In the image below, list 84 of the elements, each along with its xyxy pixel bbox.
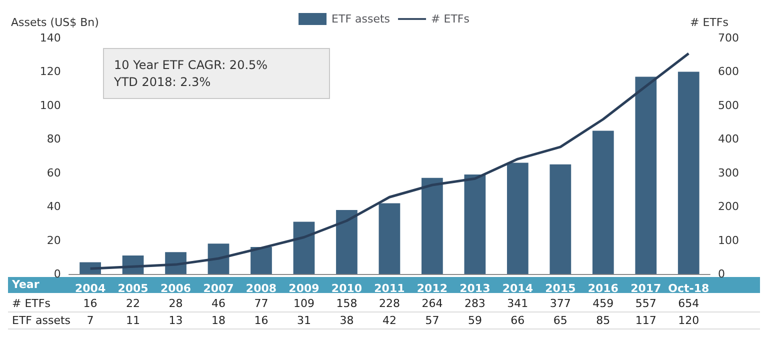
data-label: 158 bbox=[336, 297, 358, 310]
y-tick-label: 0 bbox=[54, 268, 61, 280]
x-tick-label: 2012 bbox=[416, 282, 448, 295]
x-tick-label: 2009 bbox=[288, 282, 320, 295]
y2-axis-title: # ETFs bbox=[690, 16, 729, 29]
x-tick-label: 2008 bbox=[246, 282, 277, 295]
data-label: 117 bbox=[635, 314, 656, 327]
y-tick-label: 60 bbox=[46, 166, 61, 180]
note-box: 10 Year ETF CAGR: 20.5% YTD 2018: 2.3% bbox=[103, 48, 330, 99]
bar bbox=[293, 222, 315, 274]
bar bbox=[378, 203, 400, 274]
y2-tick-label: 500 bbox=[718, 98, 739, 112]
x-tick-label: Oct-18 bbox=[668, 282, 710, 295]
data-label: 16 bbox=[83, 297, 98, 310]
data-label: 11 bbox=[126, 314, 140, 327]
x-tick-label: 2016 bbox=[588, 282, 619, 295]
data-label: 7 bbox=[86, 314, 94, 327]
bar bbox=[550, 164, 572, 274]
y-tick-label: 140 bbox=[40, 32, 61, 44]
y-tick-label: 20 bbox=[46, 234, 61, 247]
bar bbox=[336, 210, 358, 274]
x-tick-label: 2011 bbox=[374, 282, 405, 295]
data-label: 66 bbox=[510, 314, 525, 327]
y2-tick-label: 700 bbox=[718, 32, 739, 44]
data-label: 18 bbox=[212, 314, 226, 327]
x-tick-label: 2017 bbox=[630, 282, 662, 295]
data-label: 228 bbox=[378, 297, 400, 310]
y-tick-label: 100 bbox=[40, 98, 61, 112]
x-tick-label: 2006 bbox=[160, 282, 192, 295]
legend-label: # ETFs bbox=[431, 12, 470, 26]
x-tick-label: 2013 bbox=[460, 282, 490, 295]
y2-tick-label: 600 bbox=[718, 65, 739, 78]
data-label: 22 bbox=[126, 297, 140, 310]
x-axis-title: Year bbox=[11, 278, 40, 291]
y2-tick-label: 400 bbox=[718, 132, 739, 146]
bar bbox=[635, 76, 657, 274]
bar bbox=[592, 130, 614, 274]
y-tick-label: 80 bbox=[46, 132, 61, 146]
bar bbox=[208, 244, 230, 274]
data-label: 13 bbox=[168, 314, 183, 327]
data-label: 46 bbox=[212, 297, 226, 310]
legend-label: ETF assets bbox=[332, 12, 390, 26]
data-label: 57 bbox=[425, 314, 440, 327]
bar bbox=[422, 178, 443, 274]
y-axis-title: Assets (US$ Bn) bbox=[10, 16, 99, 29]
data-label: 16 bbox=[254, 314, 268, 327]
annotation: 10 Year ETF CAGR: 20.5% bbox=[114, 58, 269, 72]
x-tick-label: 2007 bbox=[203, 282, 234, 295]
line-series bbox=[89, 52, 690, 270]
y-tick-label: 40 bbox=[46, 200, 61, 214]
y2-tick-label: 100 bbox=[718, 234, 739, 247]
y2-tick-label: 300 bbox=[718, 166, 739, 180]
data-label: 654 bbox=[678, 297, 700, 310]
data-label: 109 bbox=[293, 297, 314, 310]
data-label: 28 bbox=[168, 297, 183, 310]
x-tick-label: 2014 bbox=[502, 282, 534, 295]
data-label: 38 bbox=[340, 314, 354, 327]
x-tick-label: 2015 bbox=[545, 282, 576, 295]
data-label: 377 bbox=[550, 297, 571, 310]
bar bbox=[506, 162, 528, 274]
data-label: 85 bbox=[596, 314, 610, 327]
bar bbox=[678, 72, 700, 274]
data-label: 31 bbox=[296, 314, 311, 327]
y2-tick-label: 200 bbox=[718, 200, 739, 214]
data-label: 65 bbox=[553, 314, 568, 327]
data-label: 77 bbox=[254, 297, 268, 310]
data-label: 459 bbox=[592, 297, 614, 310]
text: # ETFs bbox=[12, 297, 50, 310]
y2-tick-label: 0 bbox=[718, 268, 725, 280]
data-label: 264 bbox=[422, 297, 443, 310]
bar bbox=[250, 247, 272, 274]
text: ETF assets bbox=[12, 314, 71, 327]
data-label: 557 bbox=[635, 297, 656, 310]
data-label: 59 bbox=[468, 314, 482, 327]
data-label: 283 bbox=[464, 297, 486, 310]
data-label: 120 bbox=[678, 314, 700, 327]
data-label: 341 bbox=[507, 297, 528, 310]
x-tick-label: 2005 bbox=[118, 282, 148, 295]
x-tick-label: 2004 bbox=[74, 282, 106, 295]
x-tick-label: 2010 bbox=[331, 282, 362, 295]
data-label: 42 bbox=[382, 314, 396, 327]
bar bbox=[464, 174, 486, 274]
annotation: YTD 2018: 2.3% bbox=[114, 75, 212, 89]
y-tick-label: 120 bbox=[40, 65, 61, 78]
